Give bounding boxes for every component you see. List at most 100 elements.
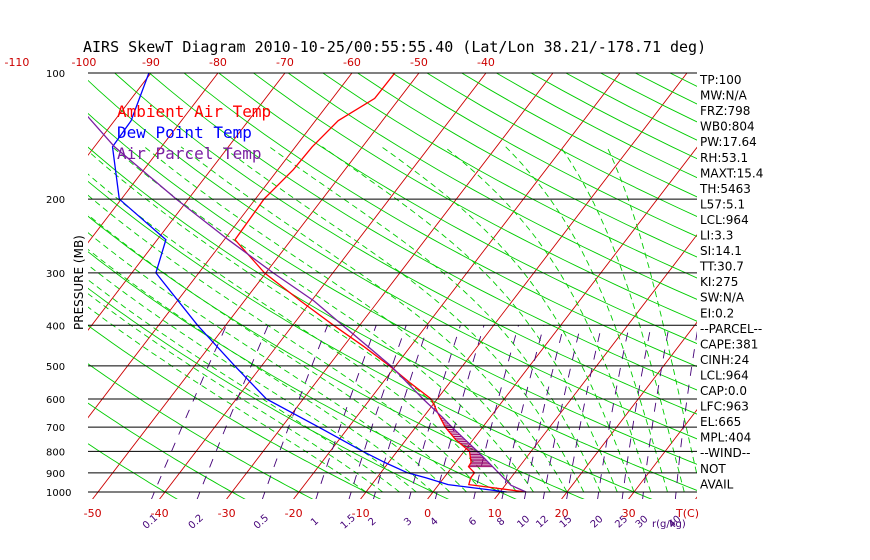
stat-item: NOT [700, 462, 726, 476]
bottom-temp-tick-label: 0 [424, 507, 431, 520]
stat-item: WB0:804 [700, 120, 755, 134]
dry-adiabat-line [88, 443, 178, 499]
bottom-temp-tick-label: -30 [218, 507, 236, 520]
mixing-ratio-tick-label: 3 [402, 516, 414, 528]
moist-adiabat-line [88, 248, 434, 493]
stat-item: MW:N/A [700, 89, 748, 103]
stat-item: L57:5.1 [700, 197, 745, 211]
dry-adiabat-line [88, 251, 517, 499]
dry-adiabat-line [667, 54, 870, 501]
moist-adiabat-line [381, 146, 635, 493]
isotherm-line [293, 73, 621, 499]
legend-entry: Air Parcel Temp [117, 144, 262, 163]
moist-adiabat-line [88, 306, 367, 493]
moist-adiabat-line [88, 264, 417, 493]
pressure-tick-label: 100 [46, 69, 65, 80]
top-temp-tick-label: -70 [276, 56, 294, 69]
bottom-temp-tick-label: 20 [555, 507, 569, 520]
dew-point-line [111, 73, 507, 493]
stat-item: CINH:24 [700, 353, 749, 367]
dry-adiabat-line [495, 73, 697, 179]
top-temp-tick-label: -50 [410, 56, 428, 69]
mixing-ratio-line [151, 325, 227, 499]
mixing-ratio-line [621, 325, 652, 499]
top-temp-tick-label: -60 [343, 56, 361, 69]
pressure-tick-label: 200 [46, 195, 65, 206]
mixing-ratio-tick-label: 10 [515, 514, 532, 531]
mixing-ratio-line [434, 325, 485, 499]
mixing-ratio-line [473, 325, 519, 499]
mixing-ratio-line [674, 330, 697, 499]
mixing-ratio-line [348, 325, 407, 499]
moist-adiabat-line [111, 146, 534, 493]
isotherm-line [761, 54, 870, 501]
stat-item: MPL:404 [700, 431, 751, 445]
mixing-ratio-line [523, 325, 565, 499]
bottom-temp-tick-label: -40 [151, 507, 169, 520]
mixing-ratio-tick-label: 1 [309, 516, 321, 528]
moist-adiabat-line [88, 214, 467, 493]
stat-item: PW:17.64 [700, 135, 757, 149]
dry-adiabat-line [88, 325, 382, 499]
stat-item: CAPE:381 [700, 337, 758, 351]
dry-adiabat-line [322, 73, 697, 279]
mixing-ratio-line [501, 325, 545, 499]
mixing-ratio-line [408, 325, 461, 499]
moist-adiabat-line [88, 194, 484, 493]
dry-adiabat-line [218, 73, 697, 345]
dry-adiabat-line [252, 73, 697, 322]
isotherm-line [88, 73, 152, 156]
top-temp-tick-label: -80 [209, 56, 227, 69]
moist-adiabat-line [505, 146, 668, 493]
stat-item: RH:53.1 [700, 151, 748, 165]
dry-adiabat-line [88, 180, 653, 499]
dry-adiabat-line [426, 73, 697, 218]
dry-adiabat-line [88, 215, 585, 499]
isotherm-line [92, 73, 420, 499]
pressure-tick-label: 600 [46, 395, 65, 406]
stat-item: SW:N/A [700, 291, 745, 305]
dry-adiabat-line [88, 112, 697, 465]
mixing-ratio-tick-label: 6 [467, 516, 479, 528]
mixing-ratio-tick-label: 4 [429, 516, 441, 528]
mixing-ratio-unit: r(g/kg) [652, 519, 686, 530]
stat-item: MAXT:15.4 [700, 166, 763, 180]
dry-adiabat-line [88, 79, 697, 440]
dry-adiabat-line [148, 73, 697, 391]
mixing-ratio-line [542, 325, 582, 499]
bottom-temp-tick-label: -10 [352, 507, 370, 520]
bottom-temp-tick-label: -50 [84, 507, 102, 520]
mixing-ratio-line [261, 325, 329, 499]
pressure-tick-label: 500 [46, 362, 65, 373]
stat-item: LFC:963 [700, 400, 749, 414]
mixing-ratio-line [597, 325, 630, 499]
isotherm-line [0, 54, 32, 501]
moist-adiabat-line [606, 146, 697, 477]
mixing-ratio-line [196, 325, 269, 499]
isotherm-line [88, 73, 286, 331]
pressure-tick-label: 900 [46, 469, 65, 480]
moist-adiabat-line [180, 146, 568, 493]
stat-item: TP:100 [699, 73, 742, 87]
bottom-temp-tick-label: 10 [488, 507, 502, 520]
stat-item: TH:5463 [699, 182, 751, 196]
top-temp-tick-label: -40 [477, 56, 495, 69]
stat-item: CAP:0.0 [700, 384, 747, 398]
moist-adiabat-line [322, 146, 618, 493]
mixing-ratio-tick-label: 0.5 [252, 513, 271, 532]
isotherm-line [226, 73, 554, 499]
dry-adiabat-line [356, 73, 697, 258]
pressure-tick-label: 1000 [46, 488, 71, 499]
moist-adiabat-line [222, 146, 585, 493]
isotherm-line [427, 146, 697, 499]
chart-title: AIRS SkewT Diagram 2010-10-25/00:55:55.4… [83, 38, 706, 56]
bottom-temp-tick-label: -20 [285, 507, 303, 520]
top-temp-tick-label: -100 [71, 56, 96, 69]
dry-adiabat-line [183, 73, 697, 368]
dry-adiabat-line [88, 146, 697, 491]
top-temp-tick-label: -110 [4, 56, 29, 69]
mixing-ratio-line [372, 325, 429, 499]
stat-item: AVAIL [700, 477, 734, 491]
legend-entry: Dew Point Temp [117, 123, 252, 142]
